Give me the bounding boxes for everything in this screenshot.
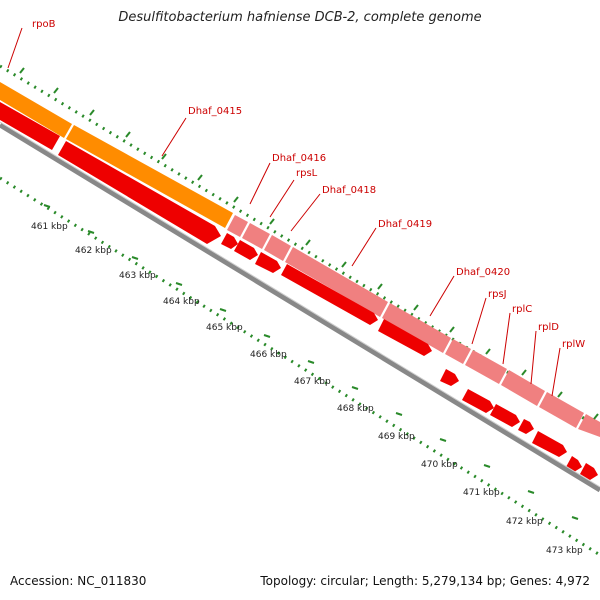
svg-text:Dhaf_0416: Dhaf_0416 bbox=[272, 153, 326, 164]
cds-arrow[interactable] bbox=[532, 431, 567, 457]
label-Dhaf_0416[interactable]: Dhaf_0416 bbox=[249, 153, 326, 205]
cds-arrow[interactable] bbox=[58, 141, 221, 244]
kbp-label: 472 kbp bbox=[506, 517, 543, 527]
svg-text:rpsL: rpsL bbox=[296, 168, 318, 179]
svg-text:Dhaf_0419: Dhaf_0419 bbox=[378, 219, 432, 230]
label-rplW[interactable]: rplW bbox=[551, 339, 585, 397]
cds-arrow[interactable] bbox=[462, 389, 494, 413]
feature-rpsL[interactable] bbox=[242, 223, 270, 249]
label-Dhaf_0420[interactable]: Dhaf_0420 bbox=[429, 267, 510, 317]
gene-labels: rpoB Dhaf_0415 Dhaf_0416 rpsL Dhaf_0418 … bbox=[7, 19, 585, 397]
kbp-label: 471 kbp bbox=[463, 488, 500, 498]
kbp-label: 470 kbp bbox=[421, 460, 458, 470]
pink-feature-band bbox=[227, 215, 600, 437]
label-rpoB[interactable]: rpoB bbox=[7, 19, 56, 69]
svg-text:rpsJ: rpsJ bbox=[488, 289, 507, 300]
cds-arrow[interactable] bbox=[440, 369, 459, 386]
label-Dhaf_0419[interactable]: Dhaf_0419 bbox=[351, 219, 432, 267]
cds-arrow[interactable] bbox=[221, 233, 238, 249]
cds-arrow[interactable] bbox=[378, 319, 432, 356]
label-rplD[interactable]: rplD bbox=[530, 322, 559, 385]
cds-arrow-band bbox=[0, 102, 598, 480]
kbp-label: 461 kbp bbox=[31, 222, 68, 232]
label-rpsJ[interactable]: rpsJ bbox=[471, 289, 507, 345]
map-title: Desulfitobacterium hafniense DCB-2, comp… bbox=[118, 10, 482, 25]
genome-summary: Topology: circular; Length: 5,279,134 bp… bbox=[260, 574, 590, 588]
kbp-label: 465 kbp bbox=[206, 323, 243, 333]
kbp-ruler-labels: 461 kbp 462 kbp 463 kbp 464 kbp 465 kbp … bbox=[31, 204, 583, 556]
feature-rplC[interactable] bbox=[465, 350, 507, 384]
feature-Dhaf_0420[interactable] bbox=[382, 303, 451, 353]
kbp-label: 462 kbp bbox=[75, 246, 112, 256]
upper-track-ticks bbox=[19, 67, 599, 420]
svg-text:Dhaf_0415: Dhaf_0415 bbox=[188, 106, 242, 117]
genome-backbone bbox=[0, 121, 600, 493]
cds-arrow[interactable] bbox=[518, 419, 534, 434]
svg-text:rplC: rplC bbox=[512, 304, 532, 315]
svg-text:Dhaf_0420: Dhaf_0420 bbox=[456, 267, 510, 278]
svg-text:rplW: rplW bbox=[562, 339, 585, 350]
kbp-label: 466 kbp bbox=[250, 350, 287, 360]
feature-Dhaf_0418[interactable] bbox=[264, 235, 291, 261]
kbp-label: 463 kbp bbox=[119, 271, 156, 281]
kbp-label: 473 kbp bbox=[546, 546, 583, 556]
kbp-label: 464 kbp bbox=[163, 297, 200, 307]
accession-label: Accession: NC_011830 bbox=[10, 574, 147, 588]
label-rplC[interactable]: rplC bbox=[502, 304, 532, 365]
kbp-ruler-track bbox=[0, 176, 600, 557]
cds-arrow[interactable] bbox=[566, 456, 582, 472]
cds-arrow[interactable] bbox=[234, 240, 258, 260]
feature-Dhaf_0416[interactable] bbox=[227, 215, 248, 237]
label-Dhaf_0415[interactable]: Dhaf_0415 bbox=[161, 106, 242, 157]
feature-rplW[interactable] bbox=[539, 392, 584, 428]
feature-rplD[interactable] bbox=[501, 370, 545, 406]
label-Dhaf_0418[interactable]: Dhaf_0418 bbox=[290, 185, 376, 232]
cds-arrow[interactable] bbox=[281, 264, 378, 325]
cds-arrow[interactable] bbox=[580, 463, 598, 480]
svg-text:rpoB: rpoB bbox=[32, 19, 56, 30]
svg-text:Dhaf_0418: Dhaf_0418 bbox=[322, 185, 376, 196]
feature-rpoB[interactable] bbox=[0, 82, 72, 138]
feature-Dhaf_0419[interactable] bbox=[285, 247, 388, 317]
feature-Dhaf_0415[interactable] bbox=[66, 125, 233, 228]
kbp-label: 467 kbp bbox=[294, 377, 331, 387]
kbp-label: 468 kbp bbox=[337, 404, 374, 414]
label-rpsL[interactable]: rpsL bbox=[269, 168, 318, 218]
cds-arrow[interactable] bbox=[490, 404, 520, 427]
svg-text:rplD: rplD bbox=[538, 322, 559, 333]
cds-arrow[interactable] bbox=[255, 252, 281, 273]
kbp-label: 469 kbp bbox=[378, 432, 415, 442]
feature-rpsJ[interactable] bbox=[445, 339, 471, 364]
